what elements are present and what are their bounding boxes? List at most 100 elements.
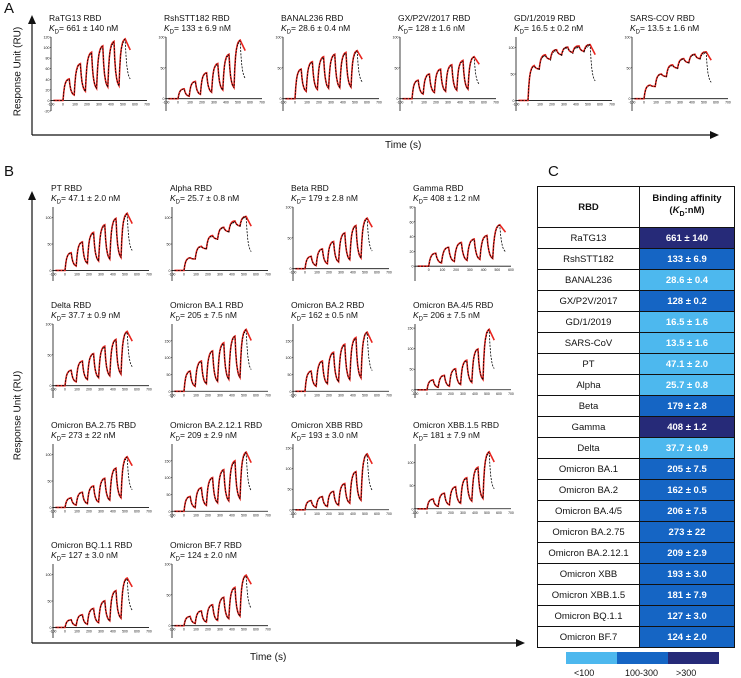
rbd-name-cell: Omicron BF.7 [537, 626, 640, 648]
table-row: SARS-CoV 13.5 ± 1.6 [537, 332, 735, 354]
y-tick-label: 0 [169, 390, 171, 394]
table-row: Omicron BA.2.75 273 ± 22 [537, 521, 735, 543]
spr-chart: Omicron BQ.1.1 RBD KD= 127 ± 3.0 nM 0 50 100… [45, 540, 153, 650]
x-tick-label: 200 [86, 388, 92, 392]
affinity-value-cell: 162 ± 0.5 [639, 479, 735, 501]
chart-kd: KD= 205 ± 7.5 nM [170, 310, 237, 325]
x-tick-label: 700 [146, 629, 152, 633]
data-line [55, 456, 133, 508]
x-tick-label: 200 [448, 392, 454, 396]
x-tick-label: 100 [193, 513, 199, 517]
chart-kd: KD= 179 ± 2.8 nM [291, 193, 358, 208]
x-tick-label: 100 [314, 393, 320, 397]
x-tick-label: 0 [304, 512, 306, 516]
kd-d: D [56, 199, 62, 206]
table-row: RaTG13 661 ± 140 [537, 227, 735, 249]
kd-value: = 128 ± 1.6 nM [408, 23, 465, 33]
affinity-value-cell: 13.5 ± 1.6 [639, 332, 735, 354]
data-line [174, 215, 252, 271]
fit-line [417, 328, 495, 391]
chart-kd: KD= 193 ± 3.0 nM [291, 430, 358, 445]
affinity-value-cell: 193 ± 3.0 [639, 563, 735, 585]
affinity-value-cell: 205 ± 7.5 [639, 458, 735, 480]
x-tick-label: 100 [653, 101, 659, 105]
x-tick-label: 700 [144, 102, 150, 106]
x-tick-label: 600 [597, 102, 603, 106]
x-tick-label: 300 [338, 512, 344, 516]
kd-value: = 408 ± 1.2 nM [423, 193, 480, 203]
kd-value: = 25.7 ± 0.8 nM [180, 193, 240, 203]
chart-title: Beta RBD [291, 183, 329, 193]
header-sub-prefix: ( [669, 205, 673, 217]
y-tick-label: 100 [286, 356, 292, 360]
y-tick-label: 50 [48, 353, 52, 357]
y-tick-label: 100 [46, 323, 52, 327]
fit-line [55, 576, 133, 629]
data-line [53, 38, 131, 101]
table-row: GX/P2V/2017 128 ± 0.2 [537, 290, 735, 312]
x-tick-label: 300 [217, 513, 223, 517]
spr-chart: Omicron BA.2.75 RBD KD= 273 ± 22 nM 0 50 100… [45, 420, 153, 530]
kd-k: K [51, 430, 57, 440]
rbd-name-cell: Omicron BQ.1.1 [537, 605, 640, 627]
y-tick-label: 100 [46, 453, 52, 457]
x-tick-label: 700 [146, 388, 152, 392]
x-tick-label: 0 [62, 102, 64, 106]
kd-k: K [170, 193, 176, 203]
x-tick-label: 200 [86, 629, 92, 633]
spr-chart: RaTG13 RBD KD= 661 ± 140 nM -20 0 20 40 60 80 10… [43, 13, 151, 123]
chart-title: RaTG13 RBD [49, 13, 102, 23]
kd-d: D [175, 556, 181, 563]
kd-d: D [296, 199, 302, 206]
chart-title: Omicron BF.7 RBD [170, 540, 242, 550]
y-tick-label: 120 [44, 36, 50, 40]
y-tick-label: 50 [167, 593, 171, 597]
rbd-name-cell: Gamma [537, 416, 640, 438]
affinity-value-cell: 181 ± 7.9 [639, 584, 735, 606]
x-tick-label: 700 [386, 271, 392, 275]
affinity-value-cell: 28.6 ± 0.4 [639, 269, 735, 291]
x-tick-label: 500 [362, 271, 368, 275]
chart-title: Omicron BA.4/5 RBD [413, 300, 494, 310]
x-tick-label: 100 [436, 392, 442, 396]
kd-d: D [54, 29, 60, 36]
affinity-value-cell: 128 ± 0.2 [639, 290, 735, 312]
data-line [402, 56, 480, 100]
data-line [417, 451, 495, 510]
x-tick-label: 100 [193, 628, 199, 632]
chart-kd: KD= 47.1 ± 2.0 nM [51, 193, 120, 208]
y-tick-label: 0 [290, 267, 292, 271]
rbd-name-cell: BANAL236 [537, 269, 640, 291]
table-row: Omicron XBB 193 ± 3.0 [537, 563, 735, 585]
kd-value: = 273 ± 22 nM [61, 430, 116, 440]
rbd-name-cell: Beta [537, 395, 640, 417]
fit-line [55, 330, 133, 387]
x-tick-label: 500 [120, 102, 126, 106]
spr-chart: Alpha RBD KD= 25.7 ± 0.8 nM 0 50 100 -100 0 100… [164, 183, 272, 293]
y-tick-label: 50 [48, 243, 52, 247]
x-tick-label: 200 [205, 393, 211, 397]
data-line [174, 329, 252, 392]
x-tick-label: 400 [350, 271, 356, 275]
x-tick-label: 600 [253, 513, 259, 517]
y-tick-label: 100 [165, 356, 171, 360]
kd-k: K [291, 310, 297, 320]
y-tick-label: 100 [286, 467, 292, 471]
x-tick-label: 100 [314, 512, 320, 516]
x-tick-label: 700 [386, 393, 392, 397]
x-tick-label: 300 [467, 268, 473, 272]
chart-kd: KD= 133 ± 6.9 nM [164, 23, 231, 38]
kd-value: = 13.5 ± 1.6 nM [640, 23, 700, 33]
spr-chart: Omicron XBB RBD KD= 193 ± 3.0 nM 0 50 100 150… [285, 420, 393, 530]
x-tick-label: 300 [217, 272, 223, 276]
y-tick-label: 50 [288, 488, 292, 492]
x-tick-label: 100 [193, 272, 199, 276]
y-tick-label: 0 [290, 508, 292, 512]
x-tick-label: 500 [241, 628, 247, 632]
x-tick-label: 700 [386, 512, 392, 516]
kd-d: D [169, 29, 175, 36]
rbd-name-cell: RshSTT182 [537, 248, 640, 270]
x-tick-label: 200 [448, 511, 454, 515]
x-tick-label: 200 [665, 101, 671, 105]
